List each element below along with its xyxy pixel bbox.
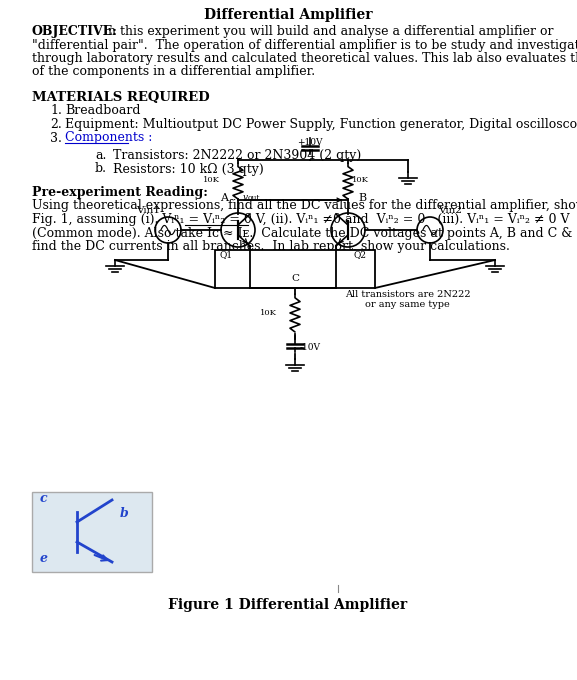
Text: of the components in a differential amplifier.: of the components in a differential ampl…	[32, 65, 315, 78]
Text: b.: b.	[95, 163, 107, 175]
Text: All transistors are 2N222
or any same type: All transistors are 2N222 or any same ty…	[345, 290, 471, 309]
Text: Q2: Q2	[353, 250, 366, 259]
Text: Fig. 1, assuming (i). Vᵢⁿ₁ = Vᵢⁿ₂ = 0 V, (ii). Vᵢⁿ₁ ≠0 and  Vᵢⁿ₂ = 0   (iii). Vᵢ: Fig. 1, assuming (i). Vᵢⁿ₁ = Vᵢⁿ₂ = 0 V,…	[32, 213, 569, 226]
Text: Vin2: Vin2	[438, 206, 462, 215]
Text: 2.: 2.	[50, 118, 62, 131]
Text: "differential pair".  The operation of differential amplifier is to be study and: "differential pair". The operation of di…	[32, 39, 577, 52]
Text: through laboratory results and calculated theoretical values. This lab also eval: through laboratory results and calculate…	[32, 52, 577, 65]
Text: v: v	[243, 194, 248, 203]
Text: (Common mode). Also take Iᴄ ≈ Iᴇ.  Calculate the DC voltages at points A, B and : (Common mode). Also take Iᴄ ≈ Iᴇ. Calcul…	[32, 226, 577, 239]
Text: OBJECTIVE:: OBJECTIVE:	[32, 25, 118, 38]
Text: 3.: 3.	[50, 131, 62, 145]
Text: Q1: Q1	[220, 250, 233, 259]
Text: Components :: Components :	[65, 131, 152, 145]
Text: Vin1: Vin1	[136, 206, 160, 215]
Text: Transistors: 2N2222 or 2N3904 (2 qty): Transistors: 2N2222 or 2N3904 (2 qty)	[113, 149, 361, 162]
Text: c: c	[40, 492, 48, 505]
Text: C: C	[291, 274, 299, 283]
Text: Breadboard: Breadboard	[65, 105, 141, 118]
Bar	[215, 250, 375, 288]
Text: 1.: 1.	[50, 105, 62, 118]
Text: -10V: -10V	[300, 343, 321, 352]
Text: In this experiment you will build and analyse a differential amplifier or: In this experiment you will build and an…	[95, 25, 553, 38]
Text: Resistors: 10 kΩ (3 qty): Resistors: 10 kΩ (3 qty)	[113, 163, 264, 175]
Text: Equipment: Multioutput DC Power Supply, Function generator, Digital oscilloscope: Equipment: Multioutput DC Power Supply, …	[65, 118, 577, 131]
Text: Using theoretical expressions, find all the DC values for the differential ampli: Using theoretical expressions, find all …	[32, 199, 577, 212]
Text: out: out	[248, 194, 260, 202]
Text: 10K: 10K	[260, 309, 277, 317]
Text: Pre-experiment Reading:: Pre-experiment Reading:	[32, 186, 208, 199]
Text: MATERIALS REQUIRED: MATERIALS REQUIRED	[32, 91, 209, 104]
Text: find the DC currents in all branches.  In lab report, show your calculations.: find the DC currents in all branches. In…	[32, 240, 510, 253]
Text: a.: a.	[95, 149, 106, 162]
Text: 10K: 10K	[203, 176, 220, 184]
Text: b: b	[120, 507, 129, 520]
Text: A: A	[220, 193, 228, 203]
Bar	[32, 492, 152, 572]
Text: +10V: +10V	[297, 138, 323, 147]
Text: e: e	[40, 552, 48, 565]
Text: Figure 1 Differential Amplifier: Figure 1 Differential Amplifier	[168, 598, 407, 612]
Text: B: B	[358, 193, 366, 203]
Text: 10K: 10K	[352, 176, 369, 184]
Text: Differential Amplifier: Differential Amplifier	[204, 8, 372, 22]
